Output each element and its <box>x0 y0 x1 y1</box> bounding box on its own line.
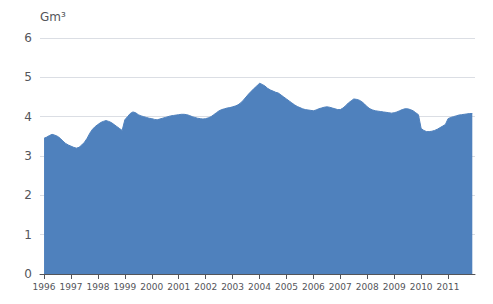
svg-text:4: 4 <box>24 110 32 124</box>
svg-text:2011: 2011 <box>437 282 460 292</box>
svg-text:6: 6 <box>24 31 32 45</box>
svg-text:1998: 1998 <box>86 282 109 292</box>
svg-text:2003: 2003 <box>221 282 244 292</box>
svg-text:2001: 2001 <box>167 282 190 292</box>
svg-text:2008: 2008 <box>356 282 379 292</box>
svg-text:Gm³: Gm³ <box>40 10 66 24</box>
svg-text:0: 0 <box>24 267 32 281</box>
svg-text:2010: 2010 <box>410 282 433 292</box>
svg-text:1: 1 <box>24 228 32 242</box>
svg-text:1997: 1997 <box>60 282 83 292</box>
svg-text:1996: 1996 <box>33 282 56 292</box>
svg-text:1999: 1999 <box>113 282 136 292</box>
svg-text:2007: 2007 <box>329 282 352 292</box>
svg-text:2006: 2006 <box>302 282 325 292</box>
svg-text:2000: 2000 <box>140 282 163 292</box>
svg-text:2002: 2002 <box>194 282 217 292</box>
svg-text:2009: 2009 <box>383 282 406 292</box>
svg-text:3: 3 <box>24 149 32 163</box>
svg-text:2004: 2004 <box>248 282 271 292</box>
svg-text:2: 2 <box>24 188 32 202</box>
svg-text:5: 5 <box>24 70 32 84</box>
svg-text:2005: 2005 <box>275 282 298 292</box>
